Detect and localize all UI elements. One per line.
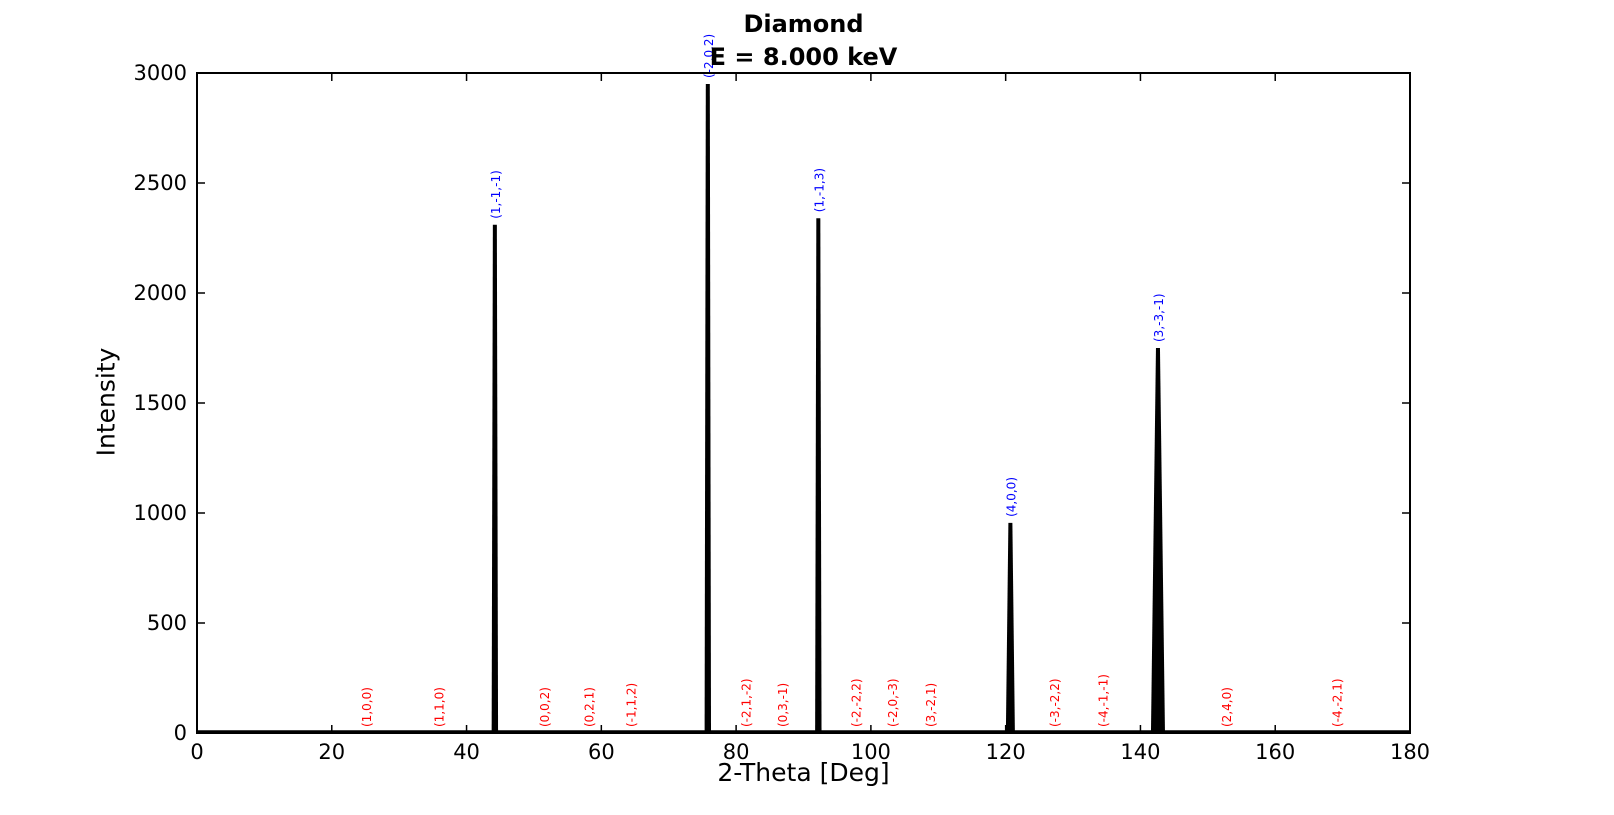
x-tick-label: 120: [986, 740, 1026, 764]
forbidden-hkl-label: (-3,-2,2): [1048, 678, 1062, 727]
x-tick-label: 100: [851, 740, 891, 764]
plot-frame: [196, 72, 1411, 734]
forbidden-hkl-label: (-1,1,2): [624, 683, 638, 727]
y-tick-label: 1000: [134, 501, 187, 525]
forbidden-hkl-label: (0,0,2): [538, 687, 552, 727]
peak-line: [704, 84, 712, 732]
peak-hkl-label: (1,-1,-1): [489, 170, 503, 219]
peak-line: [1150, 348, 1165, 732]
y-tick-label: 500: [147, 611, 187, 635]
x-tick-label: 20: [318, 740, 345, 764]
x-axis-label: 2-Theta [Deg]: [717, 758, 890, 787]
forbidden-hkl-label: (-4,-1,-1): [1097, 674, 1111, 727]
forbidden-hkl-label: (-4,-2,1): [1331, 678, 1345, 727]
x-tick-label: 180: [1390, 740, 1430, 764]
forbidden-hkl-label: (1,0,0): [360, 687, 374, 727]
forbidden-hkl-label: (-2,-2,2): [849, 678, 863, 727]
forbidden-hkl-label: (0,3,-1): [776, 683, 790, 727]
y-tick-label: 1500: [134, 391, 187, 415]
x-tick-label: 60: [588, 740, 615, 764]
forbidden-hkl-label: (0,2,1): [583, 687, 597, 727]
x-tick-label: 40: [453, 740, 480, 764]
x-tick-label: 160: [1255, 740, 1295, 764]
forbidden-hkl-label: (-2,1,-2): [740, 678, 754, 727]
peak-hkl-label: (1,-1,3): [812, 168, 826, 212]
y-tick-label: 2000: [134, 281, 187, 305]
peak-hkl-label: (3,-3,-1): [1152, 293, 1166, 342]
x-tick-label: 80: [723, 740, 750, 764]
forbidden-hkl-label: (1,1,0): [432, 687, 446, 727]
peak-line: [1005, 522, 1015, 732]
peak-hkl-label: (-2,0,2): [702, 34, 716, 78]
peak-line: [491, 224, 499, 733]
y-axis-label: Intensity: [91, 347, 121, 457]
x-tick-label: 0: [190, 740, 203, 764]
forbidden-hkl-label: (3,-2,1): [924, 683, 938, 727]
x-tick-label: 140: [1120, 740, 1160, 764]
y-tick-label: 2500: [134, 171, 187, 195]
peak-hkl-label: (4,0,0): [1004, 477, 1018, 517]
y-tick-label: 0: [174, 721, 187, 745]
y-tick-label: 3000: [134, 61, 187, 85]
forbidden-hkl-label: (2,4,0): [1220, 687, 1234, 727]
forbidden-hkl-label: (-2,0,-3): [886, 678, 900, 727]
peak-line: [815, 218, 822, 732]
